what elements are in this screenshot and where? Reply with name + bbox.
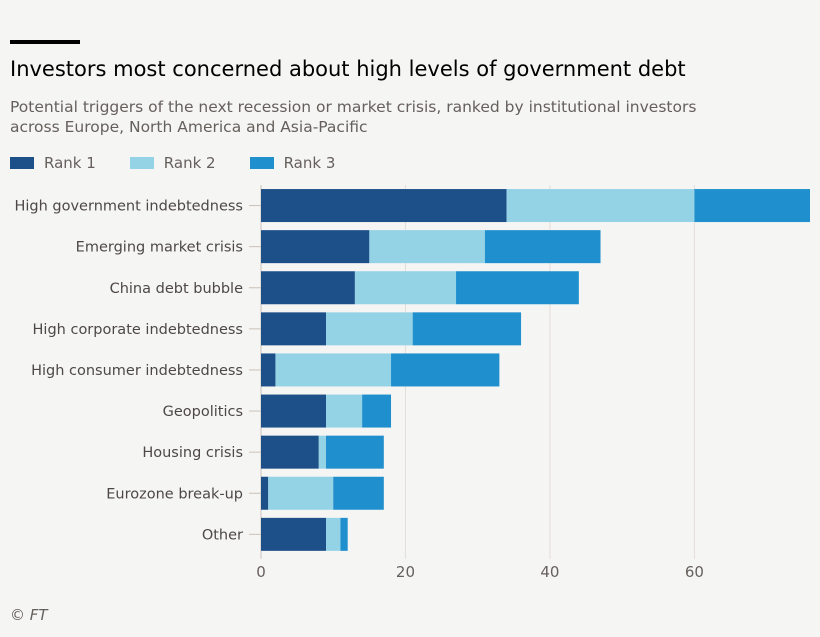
category-label: Geopolitics <box>163 404 243 420</box>
x-tick-label: 0 <box>256 563 266 581</box>
bar-segment-rank-2 <box>318 435 327 469</box>
bar-segment-rank-1 <box>261 435 319 469</box>
legend-item-rank-2: Rank 2 <box>129 154 216 172</box>
ft-top-bar <box>10 40 80 44</box>
legend-label: Rank 2 <box>163 154 216 172</box>
bar-segment-rank-3 <box>362 394 392 428</box>
bar-segment-rank-3 <box>326 435 384 469</box>
bar-segment-rank-1 <box>261 271 355 305</box>
bar-segment-rank-2 <box>506 189 695 223</box>
bar-segment-rank-1 <box>261 353 276 387</box>
category-label: China debt bubble <box>110 281 243 297</box>
bar-segment-rank-1 <box>261 394 327 428</box>
bar-segment-rank-3 <box>340 517 348 551</box>
category-label: High consumer indebtedness <box>31 363 243 379</box>
category-label: Eurozone break-up <box>106 486 243 502</box>
x-tick-label: 40 <box>540 563 559 581</box>
bar-segment-rank-2 <box>268 476 334 510</box>
bar-segment-rank-3 <box>484 230 601 264</box>
legend-label: Rank 3 <box>283 154 336 172</box>
legend-item-rank-1: Rank 1 <box>10 154 96 172</box>
bar-segment-rank-3 <box>333 476 384 510</box>
legend-swatch <box>249 157 274 169</box>
bar-segment-rank-3 <box>412 312 522 346</box>
legend-item-rank-3: Rank 3 <box>249 154 336 172</box>
category-label: High corporate indebtedness <box>33 322 243 338</box>
legend-swatch <box>10 157 34 169</box>
category-label: Housing crisis <box>142 445 243 461</box>
bar-segment-rank-2 <box>369 230 485 264</box>
bar-segment-rank-3 <box>456 271 579 305</box>
bar-segment-rank-2 <box>354 271 457 305</box>
bar-segment-rank-1 <box>261 476 269 510</box>
bar-segment-rank-1 <box>261 517 327 551</box>
x-tick-label: 20 <box>396 563 415 581</box>
bar-segment-rank-2 <box>326 517 341 551</box>
category-label: Emerging market crisis <box>76 240 243 256</box>
chart-subtitle: Potential triggers of the next recession… <box>10 98 697 136</box>
bar-segment-rank-2 <box>275 353 392 387</box>
category-label: High government indebtedness <box>14 199 243 215</box>
bar-segment-rank-2 <box>326 312 413 346</box>
bar-segment-rank-1 <box>261 230 370 264</box>
chart-title: Investors most concerned about high leve… <box>10 57 686 81</box>
x-tick-label: 60 <box>685 563 704 581</box>
legend: Rank 1 Rank 2 Rank 3 <box>10 154 335 172</box>
bar-segment-rank-2 <box>326 394 363 428</box>
bar-segment-rank-1 <box>261 189 507 223</box>
bar-segment-rank-3 <box>694 189 810 223</box>
bar-segment-rank-3 <box>391 353 500 387</box>
bar-segment-rank-1 <box>261 312 327 346</box>
category-label: Other <box>202 527 243 543</box>
legend-swatch <box>129 157 154 169</box>
source-credit: © FT <box>10 606 48 624</box>
legend-label: Rank 1 <box>44 154 96 172</box>
